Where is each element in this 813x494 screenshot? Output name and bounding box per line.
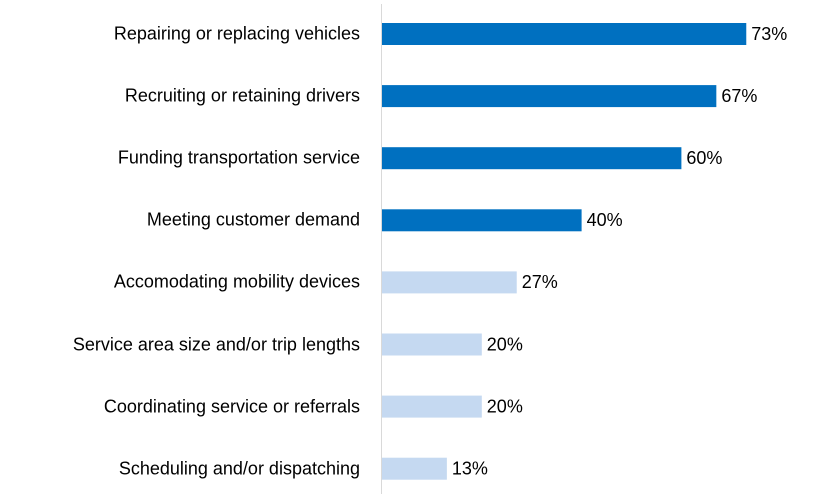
category-label: Scheduling and/or dispatching: [118, 458, 360, 479]
category-label-box: Accomodating mobility devices: [10, 272, 360, 293]
category-label: Recruiting or retaining drivers: [124, 85, 360, 106]
category-label: Service area size and/or trip lengths: [72, 334, 360, 354]
bar: [382, 271, 517, 294]
value-label: 73%: [751, 24, 787, 44]
bar: [382, 333, 482, 356]
bar: [382, 395, 482, 418]
value-label: 27%: [522, 272, 558, 292]
value-label: 20%: [487, 396, 523, 416]
category-label-box: Meeting customer demand: [10, 210, 360, 231]
category-label-box: Service area size and/or trip lengths: [10, 334, 360, 355]
category-label: Coordinating service or referrals: [103, 396, 360, 417]
value-label: 67%: [721, 86, 757, 106]
bar: [382, 147, 682, 170]
category-label-box: Scheduling and/or dispatching: [10, 458, 360, 479]
bar: [382, 85, 717, 108]
category-label: Funding transportation service: [117, 147, 360, 168]
category-label-box: Coordinating service or referrals: [10, 396, 360, 417]
category-label-box: Funding transportation service: [10, 148, 360, 169]
category-label-box: Recruiting or retaining drivers: [10, 86, 360, 107]
value-label: 60%: [686, 148, 722, 168]
category-label: Repairing or replacing vehicles: [113, 23, 360, 44]
bar: [382, 23, 747, 45]
value-label: 20%: [487, 334, 523, 354]
value-label: 13%: [452, 458, 488, 478]
bar: [382, 209, 582, 232]
category-label: Meeting customer demand: [146, 209, 360, 230]
category-label: Accomodating mobility devices: [113, 271, 360, 292]
category-label-box: Repairing or replacing vehicles: [10, 24, 360, 45]
value-label: 40%: [587, 210, 623, 230]
bar: [382, 457, 447, 480]
